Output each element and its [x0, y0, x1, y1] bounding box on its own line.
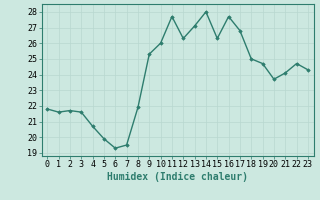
X-axis label: Humidex (Indice chaleur): Humidex (Indice chaleur) — [107, 172, 248, 182]
